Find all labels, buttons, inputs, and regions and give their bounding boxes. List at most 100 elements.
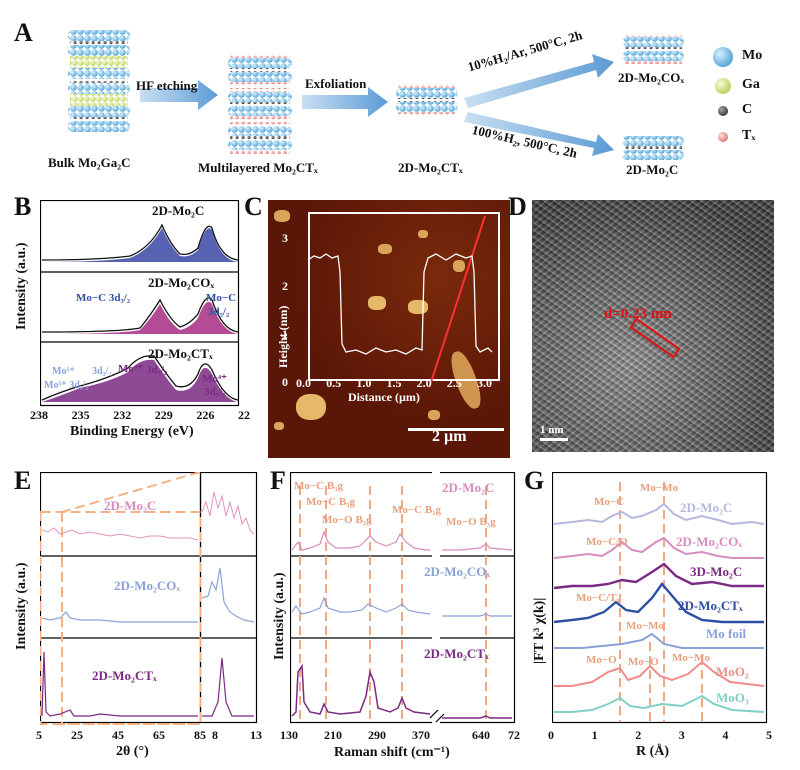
exafs-2d-mo2c xyxy=(553,502,765,526)
exafs-path-label: Mo−Mo xyxy=(626,620,665,632)
xrd-mo2cox-inset xyxy=(201,567,255,623)
legend-ga: Ga xyxy=(742,77,760,92)
step-hf-etching: HF etching xyxy=(136,78,198,93)
raman-xtick: 72 xyxy=(508,728,520,742)
xps-xtick: 235 xyxy=(71,408,90,422)
xrd-mo2ctx-inset xyxy=(202,657,254,717)
afm-ytick: 2 xyxy=(282,279,288,293)
xps-xtick: 229 xyxy=(154,408,173,422)
afm-xtick: 1.0 xyxy=(356,376,372,390)
multilayer-mo2ctx-model xyxy=(228,54,292,154)
xps-label-moc32: Mo−C 3d₃/₂ xyxy=(76,292,131,304)
xps-title-mo2ctx: 2D-Mo₂CTₓ xyxy=(148,346,213,361)
afm-profile-line xyxy=(307,253,493,355)
xrd-inset-xticks: 8 13 xyxy=(212,728,262,743)
xps-mo2c-trace xyxy=(41,223,239,261)
label-2d-mo2ctx: 2D-Mo₂CTₓ xyxy=(398,160,463,175)
afm-xtick: 2.0 xyxy=(416,376,432,390)
panel-label-g: G xyxy=(524,466,545,495)
legend-mo-icon xyxy=(713,47,733,67)
xps-label-mo4b: Mo⁴⁺ xyxy=(202,373,227,385)
panel-label-c: C xyxy=(244,192,263,221)
xrd-xtick: 45 xyxy=(112,728,124,742)
raman-xlabel: Raman shift (cm⁻¹) xyxy=(334,745,450,760)
panel-label-a: A xyxy=(14,18,33,47)
afm-image xyxy=(268,200,510,458)
tem-spacing-label: d=0.23 nm xyxy=(604,306,672,322)
xrd-label-mo2cox: 2D-Mo₂COₓ xyxy=(114,578,181,593)
afm-ytick: 1 xyxy=(282,327,288,341)
exafs-label: MoO₃ xyxy=(716,690,749,705)
exafs-path-label: Mo−O xyxy=(586,654,617,666)
xrd-xtick: 5 xyxy=(36,728,42,742)
raman-xtick: 210 xyxy=(324,728,342,742)
xps-xtick: 22 xyxy=(237,408,250,422)
xrd-xticks: 5 25 45 65 85 xyxy=(36,728,206,743)
bulk-mo2ga2c-model xyxy=(68,30,130,132)
xps-mo2ctx-trace xyxy=(41,355,239,401)
afm-ytick: 3 xyxy=(282,231,288,245)
raman-ylabel: Intensity (a.u.) xyxy=(272,572,287,660)
legend-tx-icon xyxy=(718,132,728,142)
exafs-path-label: Mo−C/O xyxy=(586,536,628,548)
label-2d-mo2cox: 2D-Mo₂COₓ xyxy=(618,70,685,85)
afm-xtick: 2.5 xyxy=(446,376,462,390)
xrd-ylabel: Intensity (a.u.) xyxy=(14,562,29,650)
exafs-path-label: Mo−O xyxy=(628,656,659,668)
raman-plot xyxy=(290,472,516,726)
xps-mo2ctx-fit xyxy=(42,359,238,402)
xps-label-mo5b: Mo⁵⁺ 3d₃/₂ xyxy=(44,380,89,391)
legend-c-icon xyxy=(718,106,728,116)
raman-label-mo2c: 2D-Mo₂C xyxy=(442,480,495,495)
exafs-path-label: Mo−Mo xyxy=(640,482,679,494)
xrd-xtick: 65 xyxy=(153,728,165,742)
panel-label-d: D xyxy=(508,192,527,221)
exafs-label: 3D-Mo₂C xyxy=(690,564,743,579)
panel-label-b: B xyxy=(14,192,32,221)
legend-c: C xyxy=(742,102,753,117)
xps-label-d52b: 3d₅/₂ xyxy=(204,386,226,398)
xps-xlabel: Binding Energy (eV) xyxy=(70,424,194,439)
raman-mo2ctx-trace-2 xyxy=(442,715,512,719)
2d-mo2cox-model xyxy=(622,34,684,64)
xrd-xtick: 13 xyxy=(250,728,262,742)
exafs-label: 2D-Mo₂CTₓ xyxy=(678,598,743,613)
raman-xticks: 130 210 290 370 xyxy=(280,728,430,743)
raman-peak-label: Mo−C B₂g xyxy=(392,504,441,516)
exafs-path-label: Mo−C xyxy=(594,496,625,508)
exafs-xticks: 0 1 2 3 4 5 xyxy=(548,728,772,743)
afm-xlabel: Distance (µm) xyxy=(348,390,420,404)
label-multilayer: Multilayered Mo₂CTₓ xyxy=(198,160,318,175)
raman-peak-label: Mo−C B₃g xyxy=(306,496,355,508)
raman-peak-label: Mo−O B₃g xyxy=(446,516,496,528)
raman-xtick: 640 xyxy=(472,728,490,742)
xrd-label-mo2c: 2D-Mo₂C xyxy=(104,498,157,513)
raman-peak-label: Mo−O B₂g xyxy=(322,514,372,526)
tem-image xyxy=(532,200,774,452)
xrd-xtick: 8 xyxy=(212,728,218,742)
xps-xticks: 238 235 232 229 226 22 xyxy=(30,408,250,423)
step-exfoliation: Exfoliation xyxy=(305,76,367,91)
raman-xtick: 290 xyxy=(368,728,386,742)
exafs-xtick: 1 xyxy=(591,728,598,742)
raman-mo2cox-trace-2 xyxy=(442,613,512,617)
xps-label-d52: 3d₅/₂ xyxy=(208,306,230,318)
exafs-label: 2D-Mo₂COₓ xyxy=(676,534,743,549)
raman-xtick: 130 xyxy=(280,728,298,742)
raman-label-mo2ctx: 2D-Mo₂CTₓ xyxy=(424,646,489,661)
afm-ytick: 0 xyxy=(282,375,288,389)
xps-label-d32b: 3d₃/₂ xyxy=(146,364,168,376)
exafs-xtick: 2 xyxy=(635,728,642,742)
afm-yticks: 3 2 1 0 xyxy=(282,214,288,406)
exafs-xlabel: R (Å) xyxy=(636,744,670,759)
raman-mo2c-trace xyxy=(291,530,430,551)
raman-xtick: 370 xyxy=(412,728,430,742)
exafs-mo-foil xyxy=(554,632,764,649)
arrow-hf-etching xyxy=(140,80,218,110)
exafs-moo3 xyxy=(554,694,765,713)
xps-title-mo2cox: 2D-Mo₂COₓ xyxy=(148,275,215,290)
afm-ylabel: Height (nm) xyxy=(276,305,290,368)
legend-ga-icon xyxy=(715,78,731,94)
raman-mo2ctx-trace xyxy=(291,663,431,717)
exafs-moo2 xyxy=(554,660,765,687)
